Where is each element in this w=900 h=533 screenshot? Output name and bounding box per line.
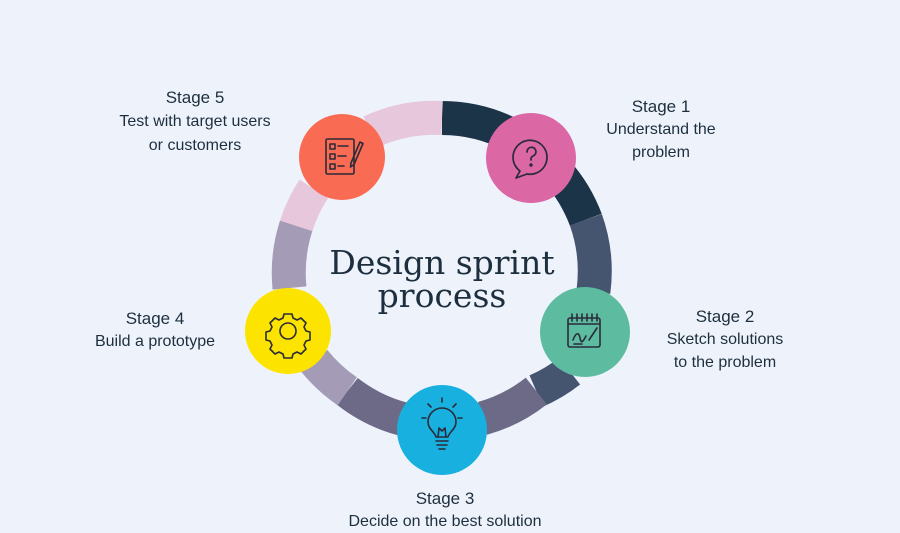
ring-segment	[300, 349, 358, 406]
stage3-node	[397, 385, 487, 475]
stage2-description: Sketch solutions to the problem	[666, 331, 784, 371]
ring-segment	[477, 377, 547, 435]
stage5-title: Stage 5	[165, 88, 225, 107]
stage1-node	[486, 113, 576, 203]
stage2-node	[540, 287, 630, 377]
diagram-title-line2: process	[378, 276, 507, 315]
ring-segment	[529, 357, 581, 407]
stage1-description: Understand the problem	[606, 121, 716, 161]
stage4-title: Stage 4	[125, 309, 185, 328]
ring-segment	[363, 100, 443, 148]
lightbulb-icon	[421, 397, 463, 450]
question-bubble-icon	[512, 139, 548, 179]
stage3-label: Stage 3 Decide on the best solution	[325, 487, 565, 533]
stage4-node	[245, 288, 331, 374]
stage5-description: Test with target users or customers	[119, 113, 271, 154]
stage4-label: Stage 4 Build a prototype	[60, 307, 250, 353]
diagram-title-line1: Design sprint	[329, 243, 554, 282]
stage5-label: Stage 5 Test with target users or custom…	[95, 86, 295, 158]
stage5-node	[299, 114, 385, 200]
gear-icon	[265, 313, 311, 359]
ring-segment	[336, 377, 408, 436]
checklist-icon	[325, 138, 364, 175]
stage3-description: Decide on the best solution	[348, 513, 542, 530]
sketch-pad-icon	[567, 313, 601, 348]
ring-segment	[271, 220, 313, 290]
stage2-title: Stage 2	[695, 307, 755, 326]
ring-segment	[569, 213, 612, 294]
ring-segment	[280, 179, 329, 232]
stage3-title: Stage 3	[415, 489, 475, 508]
stage1-title: Stage 1	[631, 97, 691, 116]
stage2-label: Stage 2 Sketch solutions to the problem	[645, 305, 805, 374]
stage4-description: Build a prototype	[94, 333, 216, 350]
stage1-label: Stage 1 Understand the problem	[586, 95, 736, 164]
